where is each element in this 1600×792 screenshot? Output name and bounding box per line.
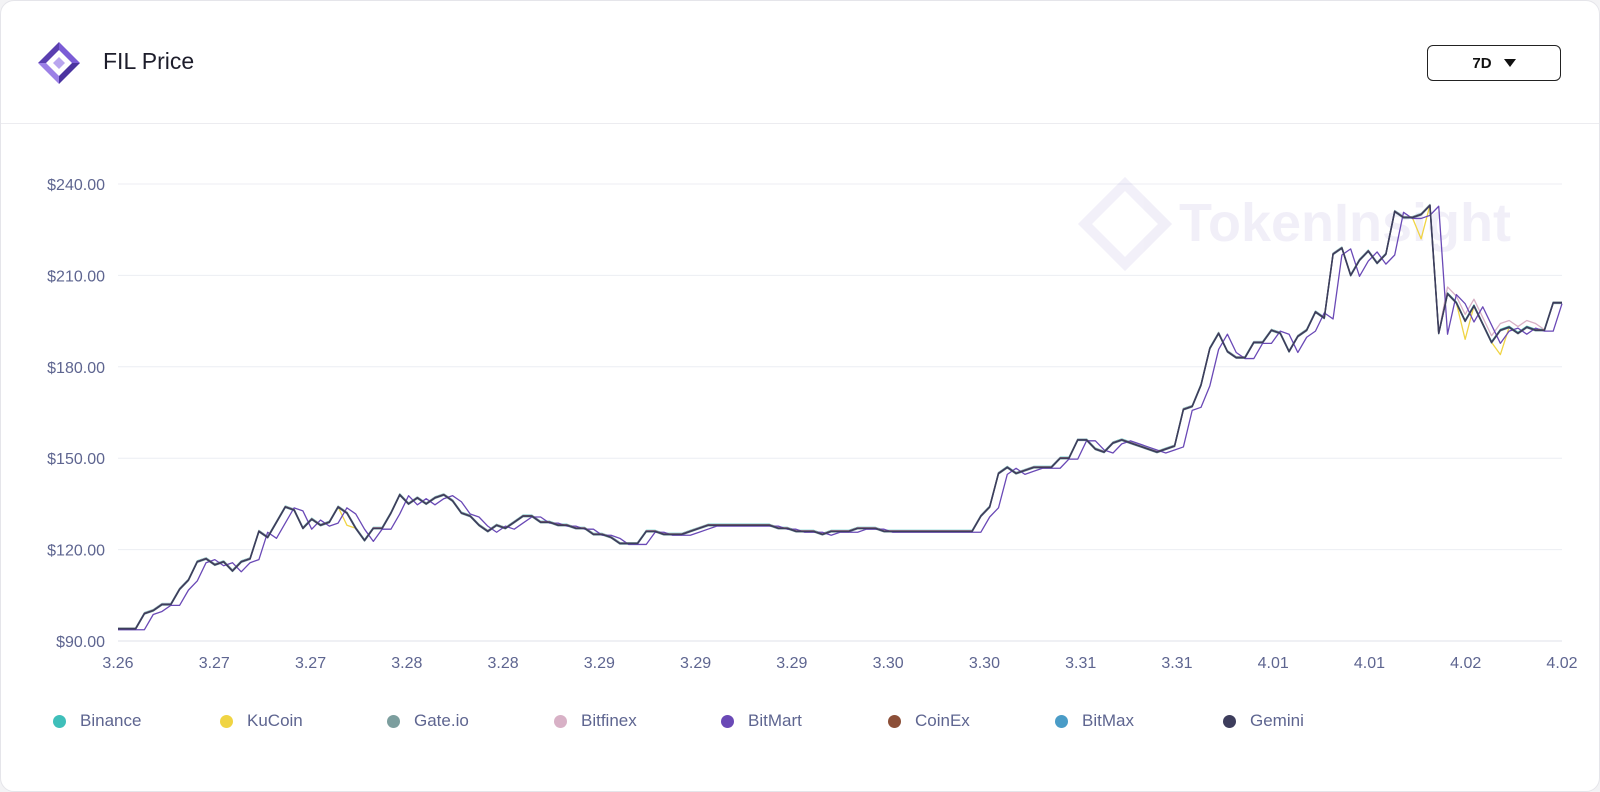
- legend-item-bitmax[interactable]: BitMax: [1055, 711, 1134, 731]
- legend-dot-icon: [220, 714, 233, 728]
- legend-label: KuCoin: [247, 711, 303, 730]
- x-tick-label: 3.27: [199, 655, 230, 672]
- legend-dot-icon: [53, 714, 66, 728]
- x-tick-label: 3.28: [487, 655, 518, 672]
- series-line-bitfinex: [118, 204, 1562, 629]
- legend-label: Gemini: [1250, 711, 1304, 730]
- legend-label: Bitfinex: [581, 711, 637, 730]
- series-line-gate-io: [118, 205, 1562, 631]
- legend-label: Gate.io: [414, 711, 469, 730]
- y-tick-label: $150.00: [47, 451, 105, 468]
- x-tick-label: 3.29: [680, 655, 711, 672]
- x-tick-label: 3.27: [295, 655, 326, 672]
- x-tick-label: 3.29: [584, 655, 615, 672]
- series-line-coinex: [118, 204, 1562, 630]
- x-tick-label: 3.31: [1065, 655, 1096, 672]
- series-line-kucoin: [118, 204, 1562, 630]
- x-tick-label: 3.26: [102, 655, 133, 672]
- x-axis-ticks: 3.26 3.27 3.27 3.28 3.28 3.29 3.29 3.29 3.30 3.30…: [102, 655, 1577, 672]
- legend-label: BitMax: [1082, 711, 1134, 730]
- caret-down-icon: [1503, 59, 1516, 67]
- legend-dot-icon: [888, 714, 901, 728]
- legend-item-kucoin[interactable]: KuCoin: [220, 711, 303, 731]
- legend-item-bitfinex[interactable]: Bitfinex: [554, 711, 637, 731]
- legend-item-gate-io[interactable]: Gate.io: [387, 711, 469, 731]
- series-line-gemini: [118, 204, 1562, 630]
- y-tick-label: $210.00: [47, 268, 105, 285]
- watermark: TokenInsight: [1077, 176, 1511, 272]
- legend-label: Binance: [80, 711, 142, 730]
- x-tick-label: 4.01: [1354, 655, 1385, 672]
- x-tick-label: 4.02: [1546, 655, 1577, 672]
- watermark-text: TokenInsight: [1179, 193, 1511, 253]
- legend-dot-icon: [554, 714, 567, 728]
- legend-dot-icon: [1223, 714, 1236, 728]
- legend-label: BitMart: [748, 711, 802, 730]
- y-tick-label: $90.00: [56, 634, 105, 651]
- legend-item-bitmart[interactable]: BitMart: [721, 711, 802, 731]
- time-range-value: 7D: [1472, 54, 1492, 72]
- gridlines: [118, 183, 1562, 642]
- x-tick-label: 3.30: [969, 655, 1000, 672]
- x-tick-label: 3.29: [776, 655, 807, 672]
- x-tick-label: 3.28: [391, 655, 422, 672]
- legend-dot-icon: [387, 714, 400, 728]
- price-line-chart: $90.00 $120.00 $150.00 $180.00 $210.00 $240.0…: [47, 176, 1578, 672]
- series-lines: [118, 203, 1563, 631]
- legend-dot-icon: [1055, 714, 1068, 728]
- legend-item-gemini[interactable]: Gemini: [1223, 711, 1304, 731]
- y-tick-label: $120.00: [47, 543, 105, 560]
- x-tick-label: 3.30: [873, 655, 904, 672]
- tokeninsight-logo-icon: [38, 42, 80, 84]
- series-line-binance: [118, 203, 1562, 629]
- legend-item-binance[interactable]: Binance: [53, 711, 141, 731]
- legend-label: CoinEx: [915, 711, 970, 730]
- legend-dot-icon: [721, 714, 734, 728]
- y-axis-ticks: $90.00 $120.00 $150.00 $180.00 $210.00 $240.0…: [47, 177, 105, 651]
- series-line-bitmart: [118, 205, 1563, 631]
- chart-title: FIL Price: [103, 48, 195, 74]
- legend-item-coinex[interactable]: CoinEx: [888, 711, 970, 731]
- x-tick-label: 4.01: [1258, 655, 1289, 672]
- x-tick-label: 3.31: [1161, 655, 1192, 672]
- time-range-dropdown[interactable]: 7D: [1427, 45, 1561, 81]
- card-header: FIL Price 7D: [1, 1, 1599, 124]
- y-tick-label: $180.00: [47, 360, 105, 377]
- y-tick-label: $240.00: [47, 177, 105, 194]
- x-tick-label: 4.02: [1450, 655, 1481, 672]
- series-line-bitmax: [118, 204, 1562, 630]
